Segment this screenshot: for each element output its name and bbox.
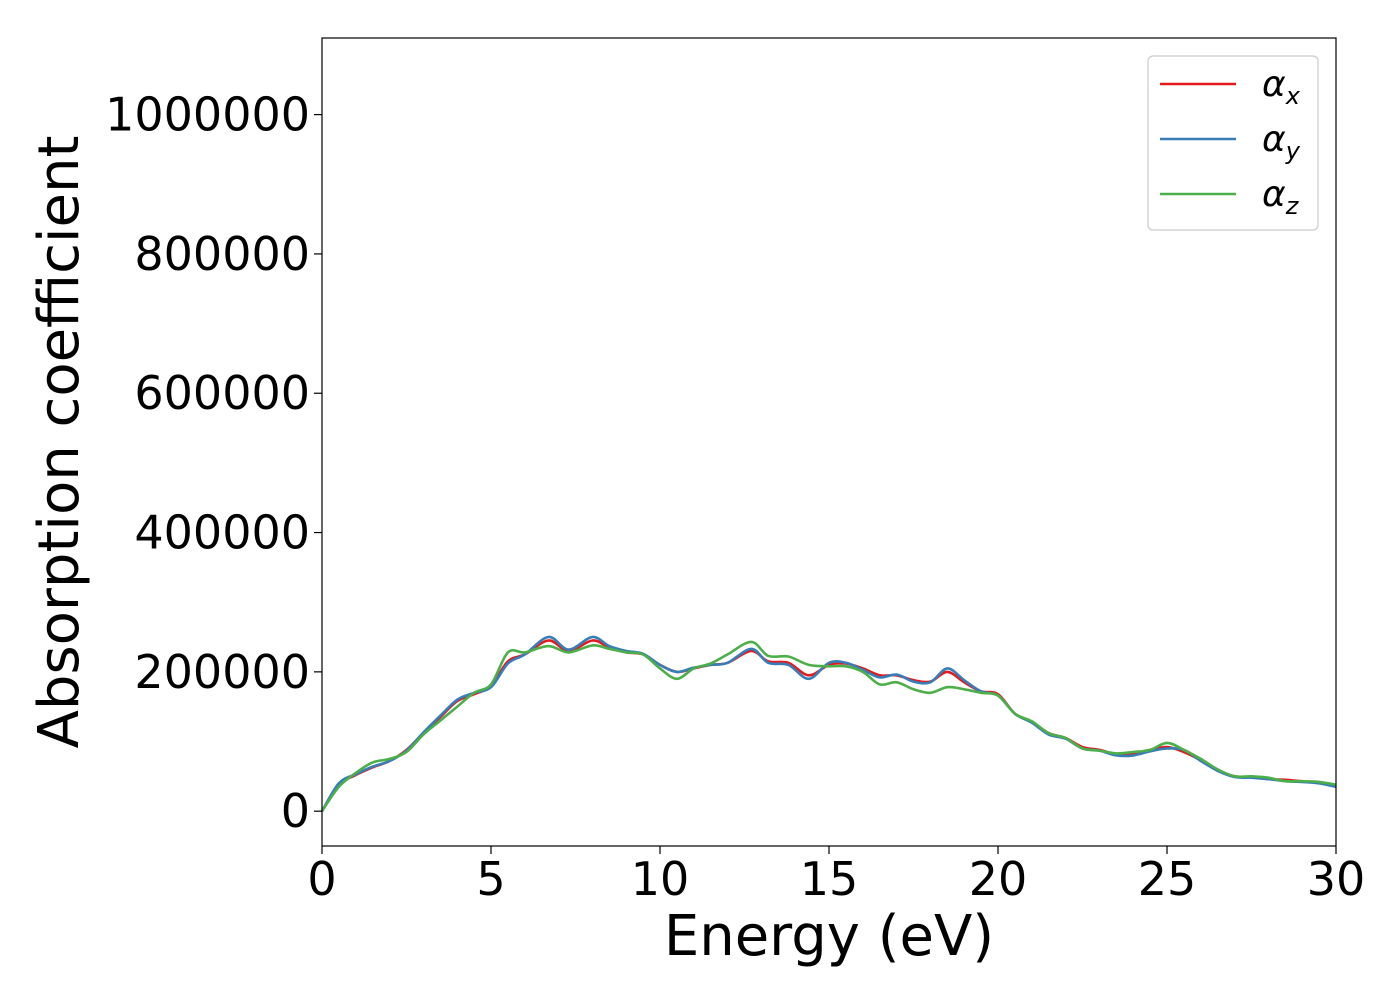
- legend-label-alpha-x: αx: [1262, 64, 1301, 110]
- y-axis: 0 200000 400000 600000 800000 1000000: [105, 88, 322, 838]
- x-tick-label: 25: [1138, 852, 1197, 906]
- x-tick-label: 30: [1307, 852, 1366, 906]
- y-tick-label: 600000: [134, 366, 310, 420]
- x-tick-label: 10: [631, 852, 690, 906]
- x-axis-label: Energy (eV): [664, 904, 994, 969]
- y-tick-label: 200000: [134, 645, 310, 699]
- legend: αx αy αz: [1147, 55, 1319, 231]
- y-tick-label: 0: [281, 784, 310, 838]
- y-tick-label: 800000: [134, 227, 310, 281]
- y-tick-label: 1000000: [105, 88, 310, 142]
- legend-box: [1147, 55, 1319, 231]
- x-tick-label: 5: [476, 852, 505, 906]
- x-tick-label: 0: [307, 852, 336, 906]
- series-line-alpha-y: [320, 635, 1337, 812]
- legend-label-alpha-y: αy: [1262, 119, 1301, 165]
- y-tick-label: 400000: [134, 506, 310, 560]
- series-line-alpha-z: [320, 640, 1337, 812]
- x-tick-label: 15: [800, 852, 859, 906]
- x-tick-label: 20: [969, 852, 1028, 906]
- series-layer: [320, 635, 1337, 812]
- y-axis-label: Absorption coefficient: [27, 136, 92, 749]
- x-axis: 0 5 10 15 20 25 30: [307, 846, 1365, 906]
- legend-label-alpha-z: αz: [1262, 174, 1300, 220]
